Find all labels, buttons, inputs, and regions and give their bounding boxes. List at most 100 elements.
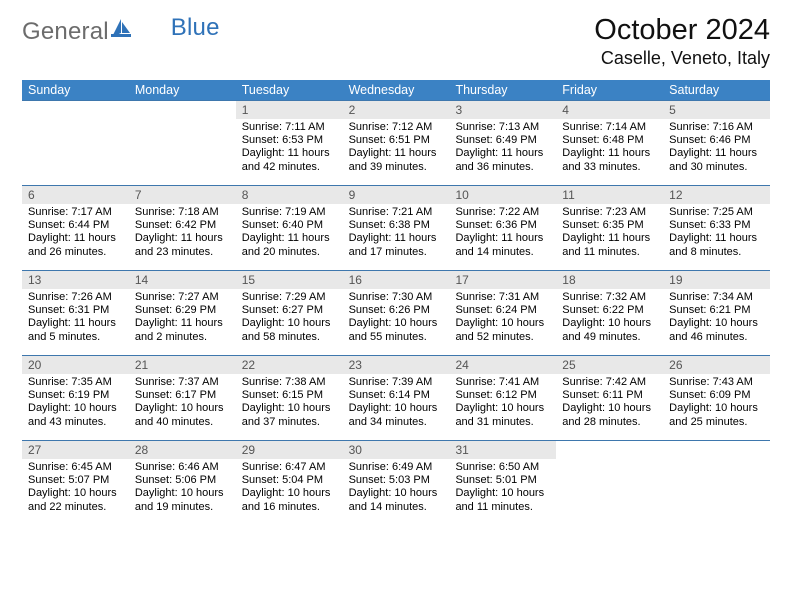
- day-cell: 25Sunrise: 7:42 AMSunset: 6:11 PMDayligh…: [556, 356, 663, 440]
- day-number: 15: [236, 271, 343, 289]
- sunset-line: Sunset: 6:33 PM: [669, 219, 766, 232]
- sunrise-line: Sunrise: 7:14 AM: [562, 121, 659, 134]
- sunset-line: Sunset: 6:31 PM: [28, 304, 125, 317]
- day-cell: 2Sunrise: 7:12 AMSunset: 6:51 PMDaylight…: [343, 101, 450, 185]
- brand-logo: General Blue: [22, 18, 180, 46]
- sunrise-line: Sunrise: 7:16 AM: [669, 121, 766, 134]
- day-number: 17: [449, 271, 556, 289]
- daylight-line: Daylight: 10 hours and 22 minutes.: [28, 487, 125, 514]
- sunset-line: Sunset: 5:03 PM: [349, 474, 446, 487]
- day-number: 12: [663, 186, 770, 204]
- sunrise-line: Sunrise: 6:49 AM: [349, 461, 446, 474]
- dow-cell: Thursday: [449, 80, 556, 100]
- day-number: 16: [343, 271, 450, 289]
- day-cell: [556, 441, 663, 525]
- sunset-line: Sunset: 6:21 PM: [669, 304, 766, 317]
- daylight-line: Daylight: 10 hours and 43 minutes.: [28, 402, 125, 429]
- sunrise-line: Sunrise: 7:22 AM: [455, 206, 552, 219]
- sunset-line: Sunset: 6:11 PM: [562, 389, 659, 402]
- week-row: 20Sunrise: 7:35 AMSunset: 6:19 PMDayligh…: [22, 355, 770, 440]
- dow-cell: Tuesday: [236, 80, 343, 100]
- sunrise-line: Sunrise: 7:38 AM: [242, 376, 339, 389]
- day-cell: 11Sunrise: 7:23 AMSunset: 6:35 PMDayligh…: [556, 186, 663, 270]
- sunset-line: Sunset: 6:22 PM: [562, 304, 659, 317]
- day-cell: 4 Sunrise: 7:14 AMSunset: 6:48 PMDaylight…: [556, 101, 663, 185]
- sunset-line: Sunset: 6:48 PM: [562, 134, 659, 147]
- day-number: 31: [449, 441, 556, 459]
- day-cell: 15Sunrise: 7:29 AMSunset: 6:27 PMDayligh…: [236, 271, 343, 355]
- day-number: 22: [236, 356, 343, 374]
- daylight-line: Daylight: 11 hours and 2 minutes.: [135, 317, 232, 344]
- daylight-line: Daylight: 10 hours and 31 minutes.: [455, 402, 552, 429]
- dow-cell: Saturday: [663, 80, 770, 100]
- day-cell: 7Sunrise: 7:18 AMSunset: 6:42 PMDaylight…: [129, 186, 236, 270]
- sunset-line: Sunset: 6:29 PM: [135, 304, 232, 317]
- weeks-container: 1Sunrise: 7:11 AMSunset: 6:53 PMDaylight…: [22, 100, 770, 525]
- sunrise-line: Sunrise: 7:42 AM: [562, 376, 659, 389]
- day-cell: 28Sunrise: 6:46 AMSunset: 5:06 PMDayligh…: [129, 441, 236, 525]
- sunset-line: Sunset: 6:24 PM: [455, 304, 552, 317]
- daylight-line: Daylight: 11 hours and 36 minutes.: [455, 147, 552, 174]
- day-number: 28: [129, 441, 236, 459]
- sunset-line: Sunset: 6:19 PM: [28, 389, 125, 402]
- day-cell: 14Sunrise: 7:27 AMSunset: 6:29 PMDayligh…: [129, 271, 236, 355]
- day-number: 4: [556, 101, 663, 119]
- brand-sail-icon: [111, 18, 131, 46]
- dow-cell: Monday: [129, 80, 236, 100]
- daylight-line: Daylight: 10 hours and 52 minutes.: [455, 317, 552, 344]
- day-number: 14: [129, 271, 236, 289]
- day-number: 7: [129, 186, 236, 204]
- dow-cell: Wednesday: [343, 80, 450, 100]
- day-number: 27: [22, 441, 129, 459]
- sunrise-line: Sunrise: 6:50 AM: [455, 461, 552, 474]
- sunrise-line: Sunrise: 7:11 AM: [242, 121, 339, 134]
- sunrise-line: Sunrise: 7:31 AM: [455, 291, 552, 304]
- sunrise-line: Sunrise: 6:47 AM: [242, 461, 339, 474]
- sunset-line: Sunset: 6:35 PM: [562, 219, 659, 232]
- sunset-line: Sunset: 5:01 PM: [455, 474, 552, 487]
- sunrise-line: Sunrise: 7:25 AM: [669, 206, 766, 219]
- sunrise-line: Sunrise: 7:43 AM: [669, 376, 766, 389]
- sunset-line: Sunset: 6:49 PM: [455, 134, 552, 147]
- sunset-line: Sunset: 6:53 PM: [242, 134, 339, 147]
- sunrise-line: Sunrise: 7:26 AM: [28, 291, 125, 304]
- day-number: 19: [663, 271, 770, 289]
- sunrise-line: Sunrise: 7:34 AM: [669, 291, 766, 304]
- day-cell: 8Sunrise: 7:19 AMSunset: 6:40 PMDaylight…: [236, 186, 343, 270]
- daylight-line: Daylight: 11 hours and 33 minutes.: [562, 147, 659, 174]
- sunset-line: Sunset: 6:40 PM: [242, 219, 339, 232]
- daylight-line: Daylight: 10 hours and 49 minutes.: [562, 317, 659, 344]
- day-cell: 16Sunrise: 7:30 AMSunset: 6:26 PMDayligh…: [343, 271, 450, 355]
- sunset-line: Sunset: 5:06 PM: [135, 474, 232, 487]
- daylight-line: Daylight: 11 hours and 8 minutes.: [669, 232, 766, 259]
- day-number: 26: [663, 356, 770, 374]
- day-cell: 30Sunrise: 6:49 AMSunset: 5:03 PMDayligh…: [343, 441, 450, 525]
- day-of-week-header: SundayMondayTuesdayWednesdayThursdayFrid…: [22, 80, 770, 100]
- day-cell: [129, 101, 236, 185]
- daylight-line: Daylight: 11 hours and 30 minutes.: [669, 147, 766, 174]
- sunset-line: Sunset: 6:12 PM: [455, 389, 552, 402]
- sunset-line: Sunset: 6:15 PM: [242, 389, 339, 402]
- day-number: 18: [556, 271, 663, 289]
- week-row: 27Sunrise: 6:45 AMSunset: 5:07 PMDayligh…: [22, 440, 770, 525]
- day-cell: 23Sunrise: 7:39 AMSunset: 6:14 PMDayligh…: [343, 356, 450, 440]
- sunset-line: Sunset: 6:27 PM: [242, 304, 339, 317]
- week-row: 1Sunrise: 7:11 AMSunset: 6:53 PMDaylight…: [22, 100, 770, 185]
- month-title: October 2024: [594, 14, 770, 47]
- sunrise-line: Sunrise: 7:41 AM: [455, 376, 552, 389]
- daylight-line: Daylight: 10 hours and 55 minutes.: [349, 317, 446, 344]
- daylight-line: Daylight: 11 hours and 14 minutes.: [455, 232, 552, 259]
- daylight-line: Daylight: 11 hours and 23 minutes.: [135, 232, 232, 259]
- day-number: 11: [556, 186, 663, 204]
- day-cell: 31Sunrise: 6:50 AMSunset: 5:01 PMDayligh…: [449, 441, 556, 525]
- location-subtitle: Caselle, Veneto, Italy: [594, 48, 770, 69]
- dow-cell: Friday: [556, 80, 663, 100]
- brand-text-left: General: [22, 18, 109, 46]
- sunrise-line: Sunrise: 7:35 AM: [28, 376, 125, 389]
- day-cell: 17 Sunrise: 7:31 AMSunset: 6:24 PMDayligh…: [449, 271, 556, 355]
- daylight-line: Daylight: 10 hours and 40 minutes.: [135, 402, 232, 429]
- sunrise-line: Sunrise: 7:21 AM: [349, 206, 446, 219]
- sunset-line: Sunset: 6:26 PM: [349, 304, 446, 317]
- sunset-line: Sunset: 5:04 PM: [242, 474, 339, 487]
- day-number: 8: [236, 186, 343, 204]
